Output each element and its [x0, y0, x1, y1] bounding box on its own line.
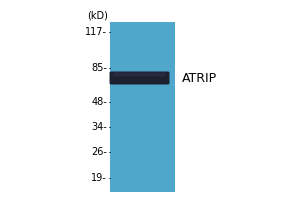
FancyBboxPatch shape [110, 72, 170, 84]
Text: (kD): (kD) [87, 10, 108, 20]
Text: 19-: 19- [91, 173, 107, 183]
Text: 48-: 48- [91, 97, 107, 107]
Text: ATRIP: ATRIP [182, 72, 217, 84]
Text: 117-: 117- [85, 27, 107, 37]
Text: 26-: 26- [91, 147, 107, 157]
Text: 34-: 34- [91, 122, 107, 132]
Bar [110, 22, 175, 192]
FancyBboxPatch shape [113, 72, 166, 76]
Text: 85-: 85- [91, 63, 107, 73]
